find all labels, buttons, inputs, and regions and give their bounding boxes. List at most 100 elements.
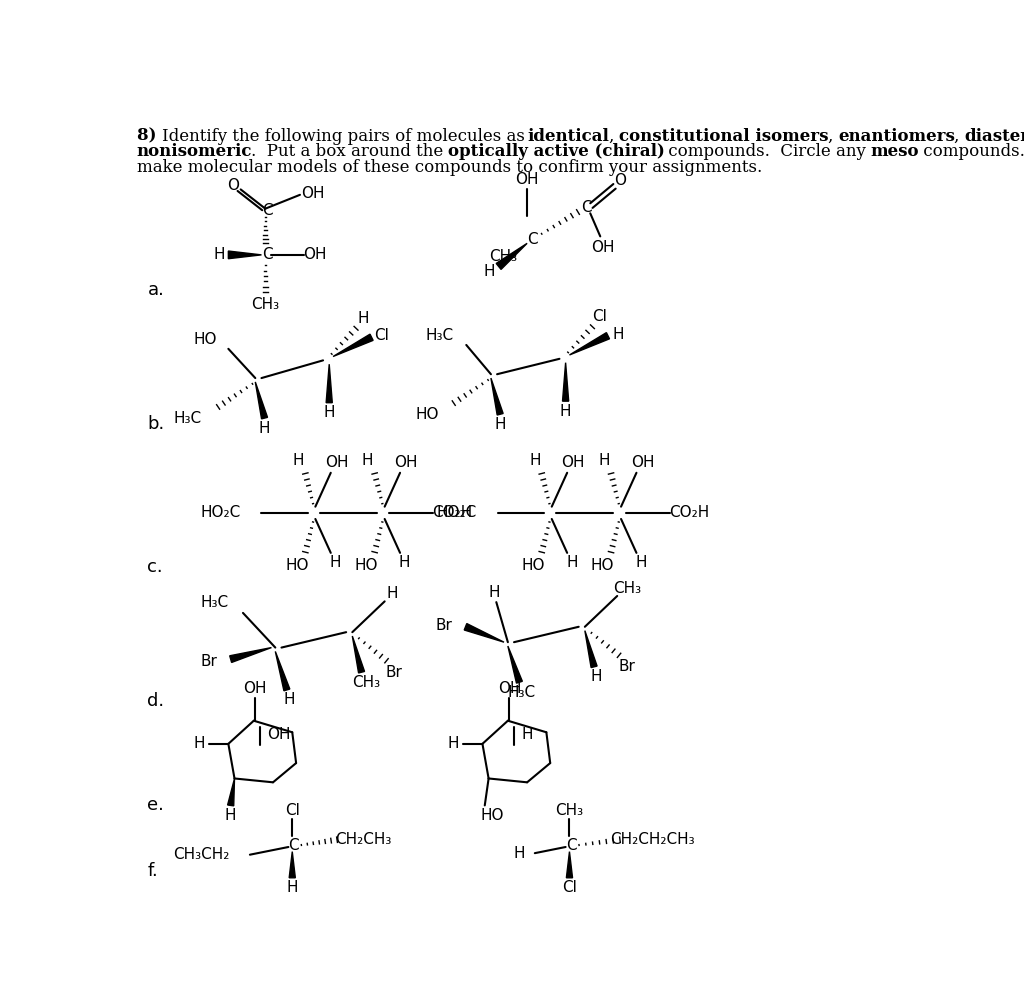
Text: e.: e. bbox=[147, 797, 165, 815]
Polygon shape bbox=[352, 636, 365, 673]
Text: Cl: Cl bbox=[285, 804, 300, 818]
Text: OH: OH bbox=[631, 455, 654, 470]
Polygon shape bbox=[562, 362, 568, 401]
Text: H: H bbox=[521, 727, 534, 742]
Text: C: C bbox=[289, 838, 299, 853]
Text: OH: OH bbox=[303, 247, 327, 262]
Text: O: O bbox=[614, 173, 627, 188]
Polygon shape bbox=[255, 382, 267, 418]
Polygon shape bbox=[497, 243, 527, 269]
Text: H: H bbox=[330, 556, 341, 571]
Text: H: H bbox=[566, 556, 578, 571]
Text: HO: HO bbox=[591, 558, 614, 573]
Text: f.: f. bbox=[147, 862, 159, 880]
Text: a.: a. bbox=[147, 280, 165, 298]
Text: OH: OH bbox=[515, 172, 539, 187]
Text: H: H bbox=[529, 453, 541, 467]
Text: H₃C: H₃C bbox=[426, 328, 454, 343]
Text: compounds.  If needed,: compounds. If needed, bbox=[919, 143, 1024, 160]
Text: H: H bbox=[324, 405, 335, 420]
Text: .  Put a box around the: . Put a box around the bbox=[252, 143, 449, 160]
Text: 8): 8) bbox=[137, 128, 162, 145]
Text: OH: OH bbox=[326, 455, 348, 470]
Text: OH: OH bbox=[498, 681, 521, 696]
Text: H: H bbox=[591, 670, 602, 685]
Text: H: H bbox=[387, 587, 398, 602]
Text: Cl: Cl bbox=[374, 328, 389, 343]
Text: H: H bbox=[598, 453, 610, 467]
Text: OH: OH bbox=[561, 455, 585, 470]
Text: OH: OH bbox=[394, 455, 418, 470]
Text: H: H bbox=[293, 453, 304, 467]
Text: HO₂C: HO₂C bbox=[437, 506, 477, 521]
Text: ,: , bbox=[954, 128, 965, 145]
Text: identical: identical bbox=[527, 128, 609, 145]
Text: C: C bbox=[262, 247, 273, 262]
Text: CH₃: CH₃ bbox=[555, 804, 584, 818]
Text: H₃C: H₃C bbox=[201, 596, 229, 611]
Text: H: H bbox=[361, 453, 374, 467]
Text: H: H bbox=[513, 846, 524, 861]
Text: H: H bbox=[612, 326, 624, 341]
Text: HO: HO bbox=[354, 558, 378, 573]
Text: HO: HO bbox=[480, 808, 504, 823]
Text: c.: c. bbox=[147, 558, 163, 576]
Polygon shape bbox=[464, 624, 504, 643]
Polygon shape bbox=[289, 852, 295, 878]
Text: OH: OH bbox=[244, 681, 267, 696]
Text: CH₃: CH₃ bbox=[489, 249, 517, 264]
Text: CH₂CH₂CH₃: CH₂CH₂CH₃ bbox=[610, 832, 695, 847]
Text: OH: OH bbox=[592, 239, 615, 254]
Text: H: H bbox=[213, 247, 225, 262]
Text: Br: Br bbox=[618, 660, 635, 675]
Text: CH₃: CH₃ bbox=[352, 675, 380, 690]
Text: HO: HO bbox=[521, 558, 545, 573]
Text: C: C bbox=[262, 203, 273, 217]
Text: enantiomers: enantiomers bbox=[839, 128, 955, 145]
Text: H₃C: H₃C bbox=[508, 685, 536, 700]
Polygon shape bbox=[229, 648, 271, 663]
Polygon shape bbox=[508, 646, 522, 683]
Text: Cl: Cl bbox=[592, 309, 607, 324]
Text: CH₃CH₂: CH₃CH₂ bbox=[173, 847, 229, 862]
Text: HO: HO bbox=[415, 406, 438, 421]
Polygon shape bbox=[326, 364, 333, 402]
Text: make molecular models of these compounds to confirm your assignments.: make molecular models of these compounds… bbox=[137, 158, 762, 175]
Polygon shape bbox=[227, 779, 234, 806]
Text: H: H bbox=[194, 737, 205, 752]
Text: OH: OH bbox=[301, 186, 325, 201]
Text: H: H bbox=[399, 556, 411, 571]
Text: H: H bbox=[635, 556, 647, 571]
Text: H: H bbox=[357, 310, 369, 325]
Text: H: H bbox=[447, 737, 459, 752]
Text: H₃C: H₃C bbox=[173, 410, 202, 425]
Text: CH₃: CH₃ bbox=[613, 581, 641, 596]
Text: HO: HO bbox=[285, 558, 308, 573]
Text: optically active (chiral): optically active (chiral) bbox=[447, 143, 665, 160]
Text: H: H bbox=[225, 808, 237, 823]
Text: CH₂CH₃: CH₂CH₃ bbox=[335, 832, 391, 847]
Text: d.: d. bbox=[147, 693, 165, 711]
Text: O: O bbox=[227, 178, 239, 193]
Text: b.: b. bbox=[147, 415, 165, 433]
Text: H: H bbox=[560, 403, 571, 418]
Text: H: H bbox=[495, 416, 506, 431]
Polygon shape bbox=[490, 378, 503, 415]
Text: H: H bbox=[259, 420, 270, 435]
Text: diastereomers: diastereomers bbox=[965, 128, 1024, 145]
Text: CH₃: CH₃ bbox=[251, 297, 280, 312]
Text: Br: Br bbox=[201, 654, 217, 669]
Text: H: H bbox=[287, 880, 298, 895]
Text: constitutional isomers: constitutional isomers bbox=[620, 128, 829, 145]
Polygon shape bbox=[333, 334, 373, 356]
Text: OH: OH bbox=[267, 727, 291, 742]
Polygon shape bbox=[585, 631, 597, 668]
Text: Identify the following pairs of molecules as: Identify the following pairs of molecule… bbox=[162, 128, 530, 145]
Text: HO: HO bbox=[194, 332, 217, 347]
Text: CO₂H: CO₂H bbox=[669, 506, 709, 521]
Text: Cl: Cl bbox=[562, 880, 577, 895]
Text: Br: Br bbox=[385, 665, 402, 680]
Text: ,: , bbox=[609, 128, 620, 145]
Polygon shape bbox=[275, 652, 290, 691]
Text: C: C bbox=[581, 199, 592, 214]
